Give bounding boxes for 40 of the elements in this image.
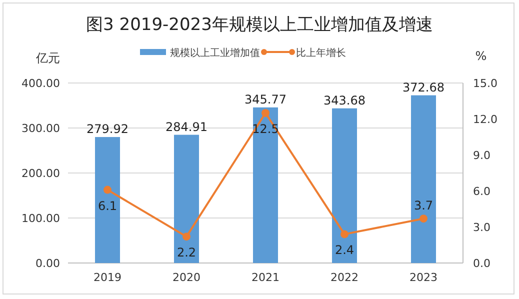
data-label: 345.77 [244, 92, 286, 106]
x-tick-label: 2020 [172, 271, 200, 284]
y2-tick-label: 6.0 [473, 185, 490, 198]
point [182, 232, 190, 241]
data-label: 2.2 [176, 246, 196, 260]
y2-tick-label: 3.0 [473, 221, 490, 234]
point [104, 186, 112, 194]
bar [253, 107, 278, 263]
data-label: 279.92 [86, 122, 128, 136]
y2-tick-label: 15.0 [473, 77, 498, 90]
point [420, 214, 428, 223]
x-tick-label: 2022 [330, 271, 358, 284]
x-tick-label: 2023 [410, 271, 438, 284]
data-label: 2.4 [334, 243, 354, 258]
bar [174, 134, 199, 263]
chart-title: 图3 2019-2023年规模以上工业增加值及增速 [86, 15, 433, 35]
y2-tick-label: 0.0 [473, 257, 490, 270]
data-label: 3.7 [414, 198, 434, 213]
y-tick-label: 300.00 [22, 122, 60, 135]
point [340, 230, 348, 238]
data-label: 343.68 [324, 93, 366, 108]
y2-tick-label: 9.0 [473, 149, 490, 162]
point [262, 109, 270, 117]
data-label: 284.91 [166, 120, 208, 134]
bar [411, 95, 436, 263]
x-tick-label: 2021 [252, 271, 280, 284]
data-label: 6.1 [98, 198, 118, 213]
bar [332, 108, 357, 263]
legend-label: 规模以上工业增加值 [170, 47, 260, 59]
y-axis-title: 亿元 [35, 51, 60, 65]
y-tick-label: 0.00 [36, 257, 60, 270]
y-tick-label: 200.00 [22, 167, 60, 180]
y-tick-label: 100.00 [22, 212, 60, 225]
bar [95, 137, 120, 263]
x-tick-label: 2019 [94, 271, 122, 284]
y-tick-label: 400.00 [22, 77, 60, 90]
legend-label: 比上年增长 [296, 47, 346, 59]
y2-axis-title: % [475, 49, 487, 63]
y2-tick-label: 12.0 [473, 113, 498, 126]
data-label: 372.68 [402, 80, 444, 94]
